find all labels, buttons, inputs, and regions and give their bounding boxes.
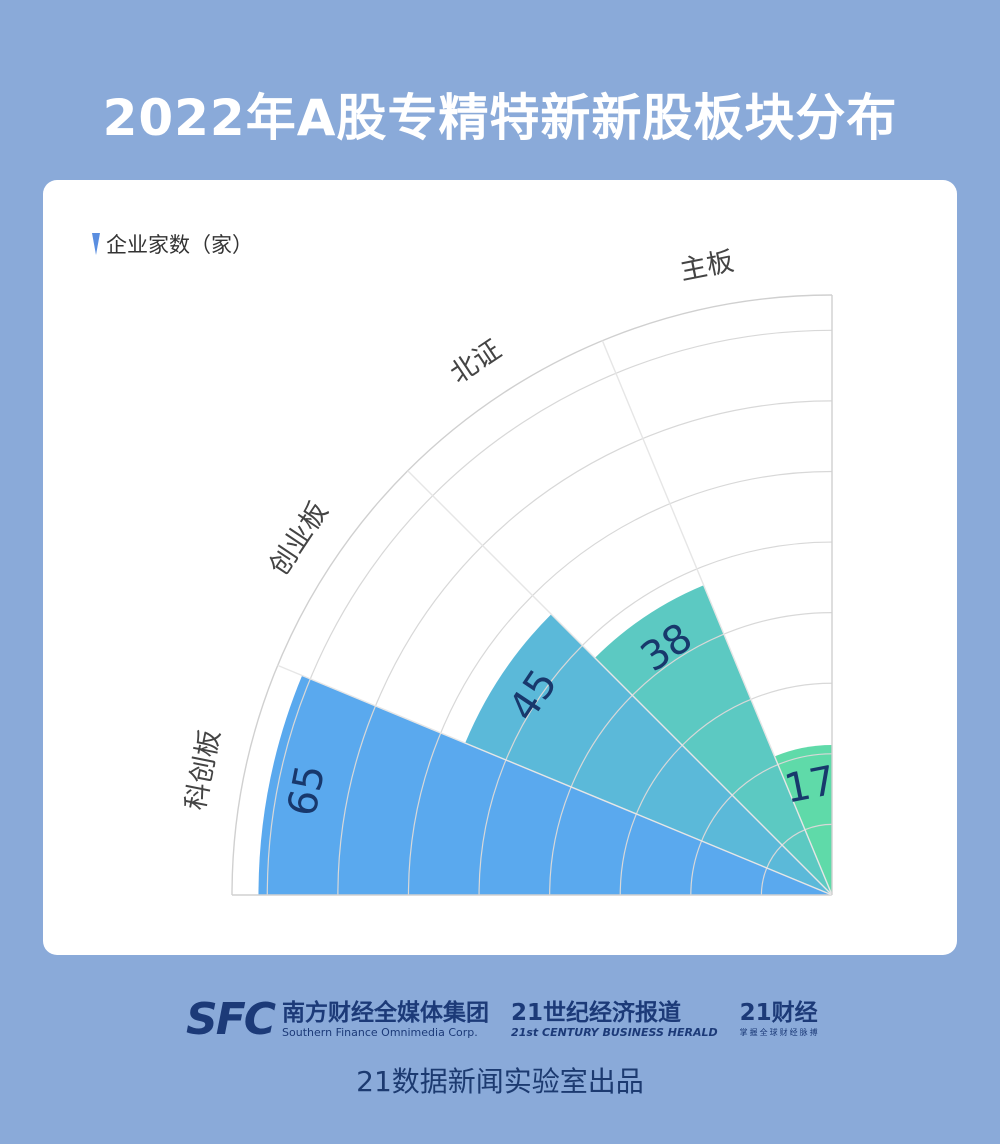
bar-科创板 (258, 675, 832, 895)
org3-name: 21财经 (739, 1000, 818, 1026)
bar-主板 (774, 745, 832, 895)
org1-name: 南方财经全媒体集团 (282, 1000, 490, 1026)
footer-logos: SFC 南方财经全媒体集团 Southern Finance Omnimedia… (186, 994, 820, 1045)
category-label-北证: 北证 (445, 334, 507, 390)
org2-name: 21世纪经济报道 (511, 1000, 682, 1026)
category-label-创业板: 创业板 (264, 497, 335, 582)
credit: 21数据新闻实验室出品 (356, 1065, 644, 1098)
grid-spoke (601, 340, 833, 896)
org2-english: 21st CENTURY BUSINESS HERALD (511, 1026, 718, 1039)
grid-spoke (277, 664, 833, 896)
value-label-科创板: 65 (279, 761, 334, 820)
category-label-科创板: 科创板 (180, 727, 226, 812)
category-label-主板: 主板 (677, 246, 736, 287)
legend: 企业家数（家） (92, 229, 253, 259)
org3-tagline: 掌握全球财经脉搏 (739, 1028, 820, 1037)
value-label-主板: 17 (781, 758, 840, 813)
grid-spoke (407, 470, 833, 896)
bar-北证 (594, 585, 832, 895)
legend-marker-icon (92, 233, 100, 255)
bar-创业板 (465, 614, 832, 895)
org1-english: Southern Finance Omnimedia Corp. (282, 1026, 478, 1039)
page-title: 2022年A股专精特新新股板块分布 (102, 89, 898, 147)
sfc-logo: SFC (186, 994, 276, 1045)
legend-label: 企业家数（家） (106, 233, 253, 257)
